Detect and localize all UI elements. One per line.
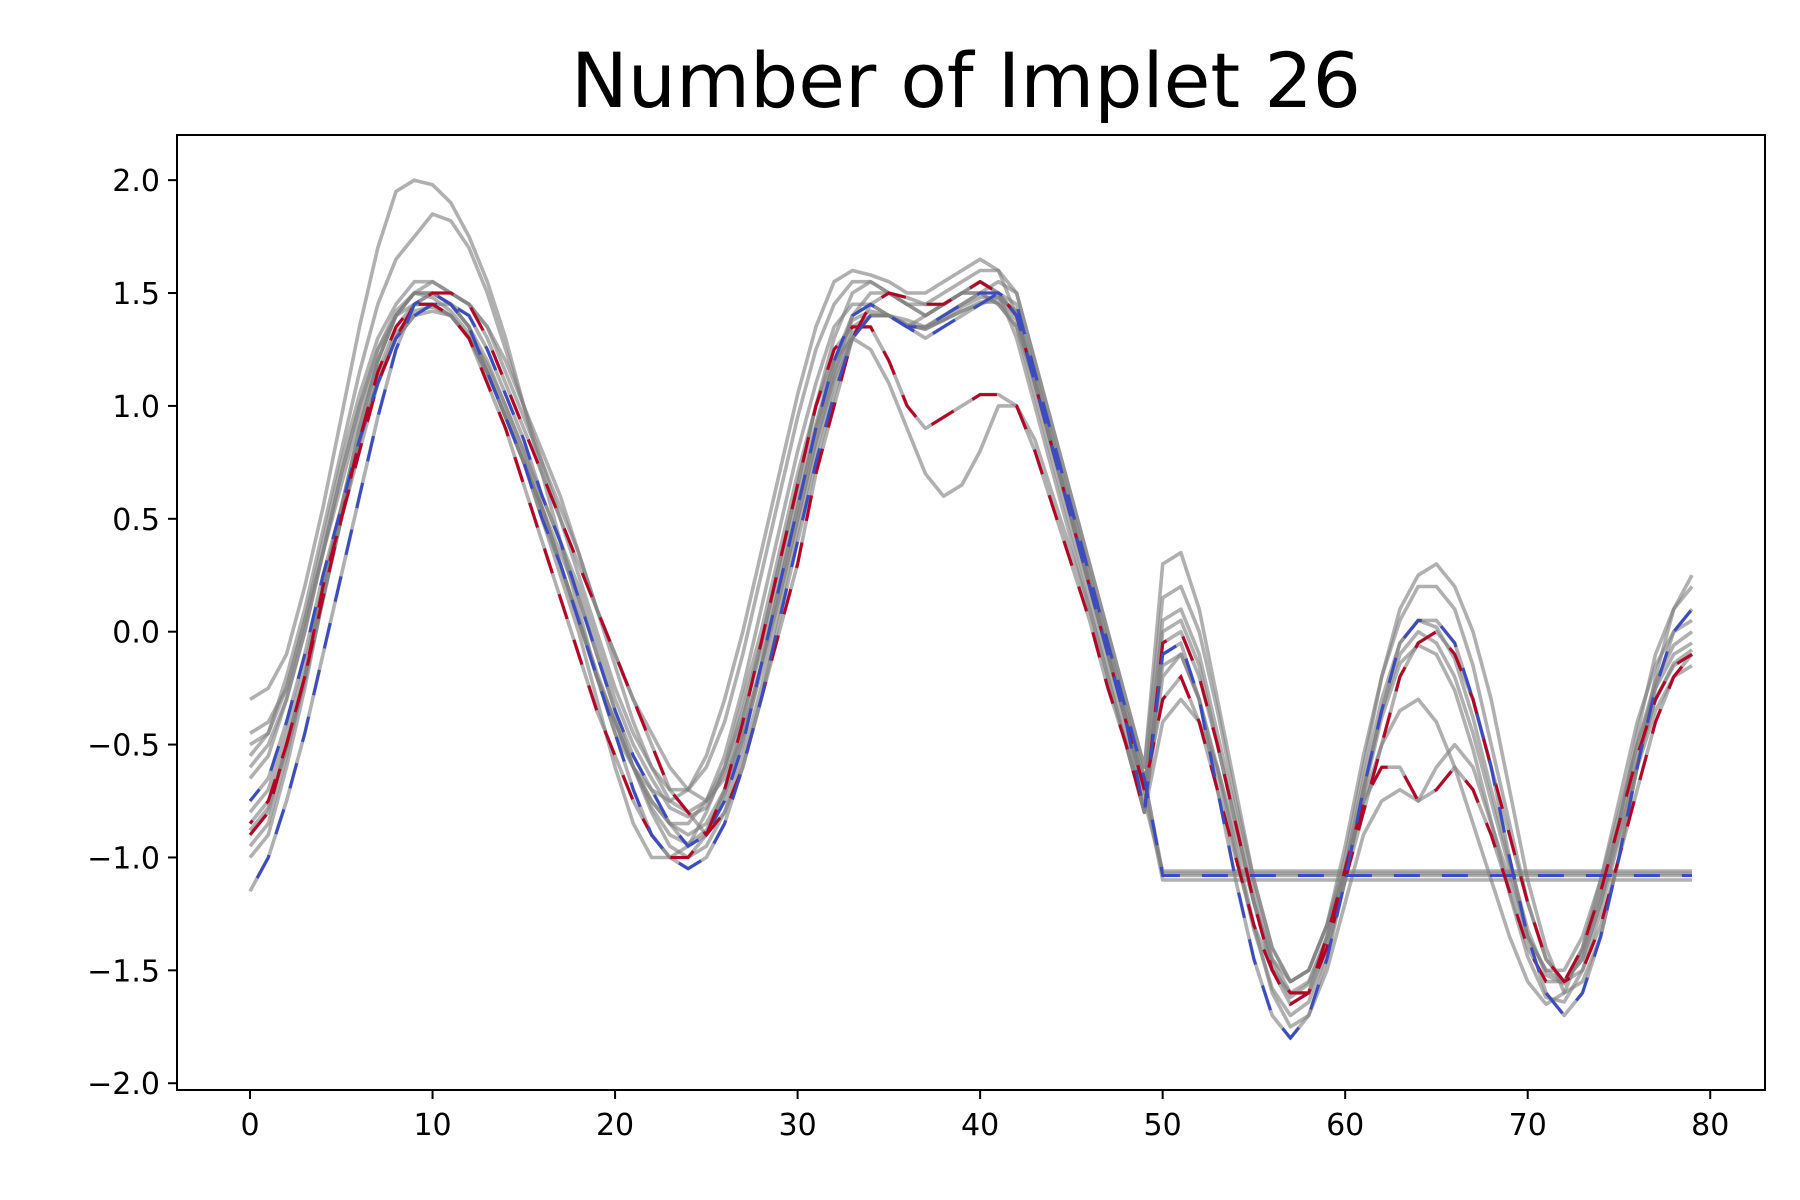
y-tick-label: 0.0 bbox=[112, 616, 160, 651]
y-tick-label: 0.5 bbox=[112, 503, 160, 538]
y-tick-label: 1.5 bbox=[112, 277, 160, 312]
x-tick-label: 50 bbox=[1144, 1108, 1182, 1143]
y-tick-label: −2.0 bbox=[87, 1067, 160, 1102]
x-tick-label: 30 bbox=[779, 1108, 817, 1143]
x-tick-label: 0 bbox=[240, 1108, 259, 1143]
x-tick-label: 60 bbox=[1326, 1108, 1364, 1143]
x-tick-label: 10 bbox=[413, 1108, 451, 1143]
y-axis: 2.0 1.5 1.0 0.5 0.0 −0.5 −1.0 −1.5 −2.0 bbox=[87, 164, 177, 1102]
x-tick-label: 40 bbox=[961, 1108, 999, 1143]
plot-area-frame bbox=[176, 134, 1766, 1091]
chart-title: Number of Implet 26 bbox=[571, 36, 1361, 125]
series-line-10 bbox=[248, 295, 1692, 876]
highlight-segment-2 bbox=[248, 291, 1692, 877]
y-tick-label: 2.0 bbox=[112, 164, 160, 199]
series-line-3 bbox=[249, 279, 1694, 995]
series-line-12 bbox=[248, 291, 1692, 873]
x-tick-label: 20 bbox=[596, 1108, 634, 1143]
series-line-4 bbox=[248, 291, 1694, 1040]
y-tick-label: −1.0 bbox=[87, 841, 160, 876]
series-layer bbox=[248, 178, 1694, 1041]
highlight-segment-3 bbox=[248, 302, 1693, 1007]
x-tick-label: 70 bbox=[1509, 1108, 1547, 1143]
series-line-13 bbox=[248, 291, 1694, 1000]
series-line-5 bbox=[249, 178, 1692, 882]
y-tick-label: −1.5 bbox=[87, 954, 160, 989]
y-tick-label: 1.0 bbox=[112, 390, 160, 425]
x-tick-label: 80 bbox=[1691, 1108, 1729, 1143]
y-tick-label: −0.5 bbox=[87, 729, 160, 764]
highlight-segment-1 bbox=[248, 279, 1694, 995]
highlight-segment-4 bbox=[248, 291, 1694, 1041]
series-line-8 bbox=[248, 291, 1693, 1029]
series-line-14 bbox=[248, 295, 1694, 1018]
x-axis: 0 10 20 30 40 50 60 70 80 bbox=[240, 1090, 1729, 1143]
series-line-11 bbox=[249, 268, 1694, 984]
series-line-7 bbox=[248, 302, 1693, 1007]
series-line-2 bbox=[248, 291, 1692, 878]
